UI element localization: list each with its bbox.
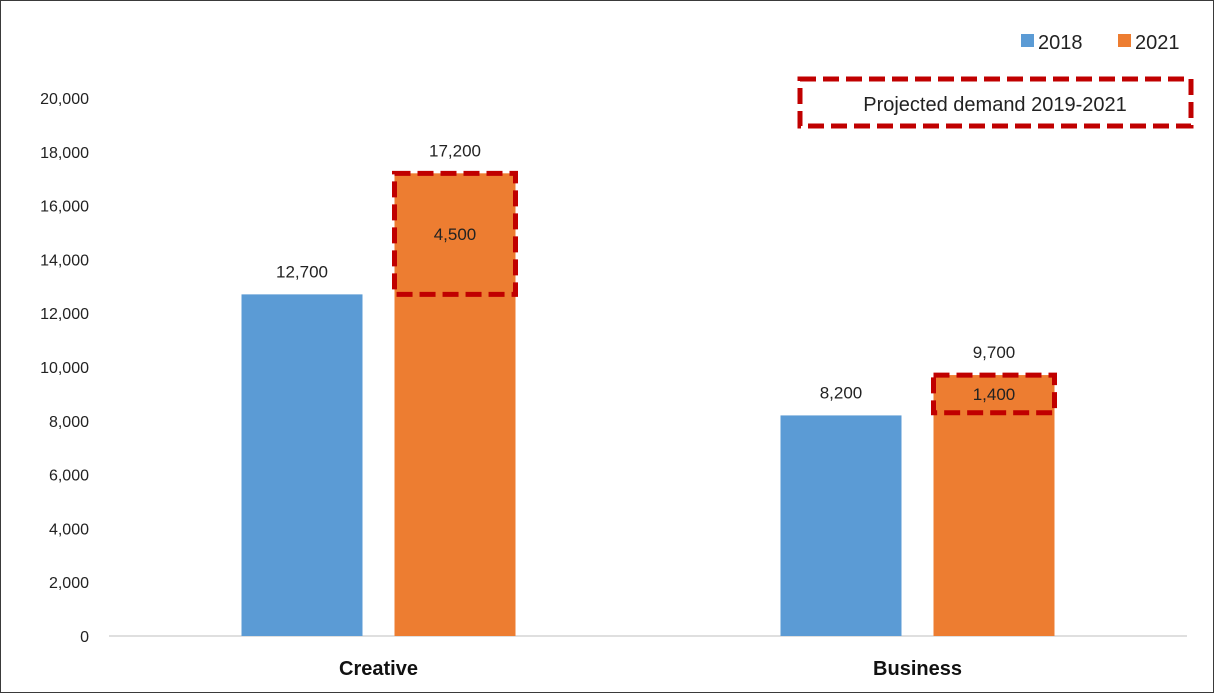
legend-swatch-2021 xyxy=(1118,34,1131,47)
bar-2021-creative xyxy=(394,173,516,636)
legend: 2018 2021 xyxy=(1021,32,1180,54)
y-tick-label: 4,000 xyxy=(49,521,89,538)
data-label-2018-creative: 12,700 xyxy=(276,262,328,281)
projected-increase-label-business: 1,400 xyxy=(973,385,1016,404)
legend-swatch-2018 xyxy=(1021,34,1034,47)
y-tick-label: 20,000 xyxy=(40,91,89,108)
y-tick-label: 2,000 xyxy=(49,575,89,592)
bar-2018-business xyxy=(780,415,902,636)
y-tick-label: 10,000 xyxy=(40,360,89,377)
legend-label-2018: 2018 xyxy=(1038,32,1083,54)
bar-2021-business xyxy=(933,375,1055,636)
y-tick-label: 6,000 xyxy=(49,468,89,485)
data-label-2021-creative: 17,200 xyxy=(429,141,481,160)
y-tick-label: 18,000 xyxy=(40,145,89,162)
data-label-2021-business: 9,700 xyxy=(973,343,1016,362)
projected-increase-box-creative xyxy=(392,170,518,297)
y-tick-label: 16,000 xyxy=(40,199,89,216)
bar-2018-creative xyxy=(241,294,363,636)
projected-increase-label-creative: 4,500 xyxy=(434,225,477,244)
bar-layer xyxy=(241,173,1055,636)
annotation-text: Projected demand 2019-2021 xyxy=(863,94,1127,116)
projected-increase-box-business xyxy=(931,372,1057,416)
x-tick-label-business: Business xyxy=(873,658,962,680)
y-tick-label: 14,000 xyxy=(40,252,89,269)
projected-demand-annotation: Projected demand 2019-2021 xyxy=(797,76,1194,129)
y-tick-label: 0 xyxy=(80,629,89,646)
x-tick-label-creative: Creative xyxy=(339,658,418,680)
annotation-dashed-box xyxy=(797,76,1194,129)
y-tick-label: 8,000 xyxy=(49,414,89,431)
axis-layer: 0 2,000 4,000 6,000 8,000 10,000 12,000 14,000 1… xyxy=(40,91,1187,680)
data-label-2018-business: 8,200 xyxy=(820,383,863,402)
label-layer: 12,700 17,200 4,500 8,200 9,700 1,400 xyxy=(276,141,1057,416)
legend-label-2021: 2021 xyxy=(1135,32,1180,54)
y-tick-label: 12,000 xyxy=(40,306,89,323)
